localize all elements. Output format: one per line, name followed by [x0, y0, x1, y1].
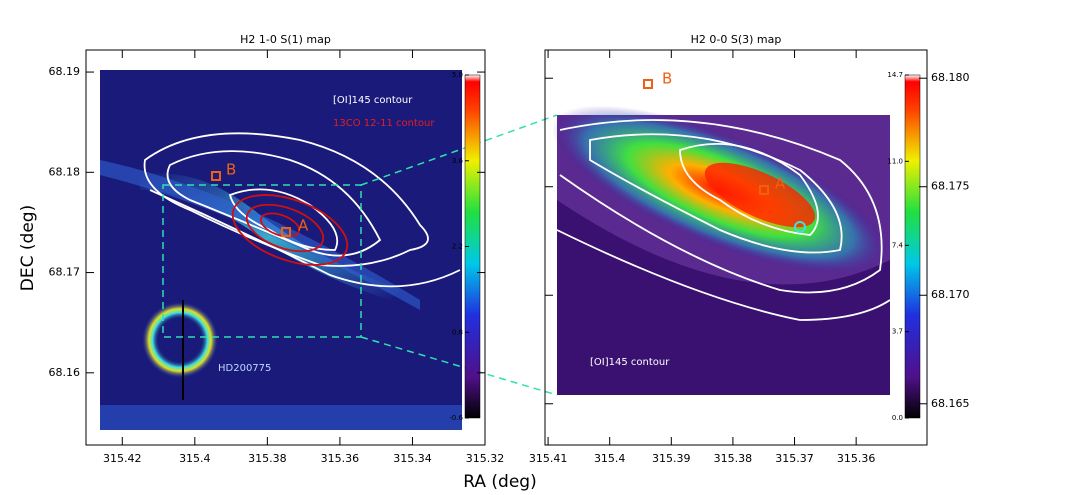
co-contours	[231, 194, 349, 266]
colorbar-tick-label: 3.7	[892, 328, 903, 336]
x-tick-label: 315.4	[179, 452, 211, 465]
y-tick-label: 68.18	[49, 165, 81, 178]
y-tick-label: 68.19	[49, 65, 81, 78]
colorbar-tick-label: 5.0	[452, 71, 463, 79]
y-axis-label: DEC (deg)	[18, 205, 38, 291]
map-image-1	[100, 70, 462, 430]
contours-2	[556, 119, 891, 321]
x-tick-label: 315.39	[652, 452, 691, 465]
annotation: HD200775	[218, 363, 271, 374]
y-tick-label: 68.180	[931, 71, 970, 84]
annotation: A	[775, 175, 786, 193]
x-tick-label: 315.41	[529, 452, 568, 465]
x-tick-label: 315.38	[248, 452, 287, 465]
x-tick-label: 315.36	[837, 452, 876, 465]
colorbar-tick-label: 14.7	[887, 71, 903, 79]
colorbar-tick-label: 2.2	[452, 243, 463, 251]
colorbar-tick-label: 11.0	[887, 157, 903, 165]
colorbar-tick-label: -0.6	[449, 414, 463, 422]
markers	[211, 79, 806, 237]
y-tick-label: 68.170	[931, 288, 970, 301]
x-tick-label: 315.34	[393, 452, 432, 465]
x-tick-label: 315.4	[594, 452, 626, 465]
frame	[85, 49, 486, 446]
y-tick-label: 68.17	[49, 266, 81, 279]
colorbar-tick-label: 3.6	[452, 157, 464, 165]
x-tick-label: 315.42	[103, 452, 142, 465]
x-tick-label: 315.32	[466, 452, 505, 465]
contours-1	[143, 132, 461, 288]
x-tick-label: 315.36	[321, 452, 360, 465]
colorbar-tick-label: 0.8	[452, 328, 463, 336]
annotation: [OI]145 contour	[333, 95, 413, 106]
x-tick-label: 315.37	[775, 452, 814, 465]
annotation: A	[298, 217, 309, 235]
colorbar-tick-label: 7.4	[892, 241, 904, 249]
colorbar	[904, 74, 921, 419]
annotation: B	[226, 161, 236, 179]
y-tick-label: 68.165	[931, 397, 970, 410]
colorbar-tick-label: 0.0	[892, 414, 903, 422]
y-tick-label: 68.175	[931, 180, 970, 193]
annotation: B	[662, 70, 672, 88]
x-tick-label: 315.38	[714, 452, 753, 465]
y-tick-label: 68.16	[49, 366, 81, 379]
chart-title: H2 1-0 S(1) map	[240, 33, 331, 46]
chart-title: H2 0-0 S(3) map	[691, 33, 782, 46]
map-image-2	[551, 105, 890, 395]
annotation: 13CO 12-11 contour	[333, 118, 435, 129]
zoom-lines	[162, 114, 558, 396]
annotation: [OI]145 contour	[590, 357, 670, 368]
frame	[544, 49, 928, 446]
x-axis-label: RA (deg)	[463, 472, 536, 492]
